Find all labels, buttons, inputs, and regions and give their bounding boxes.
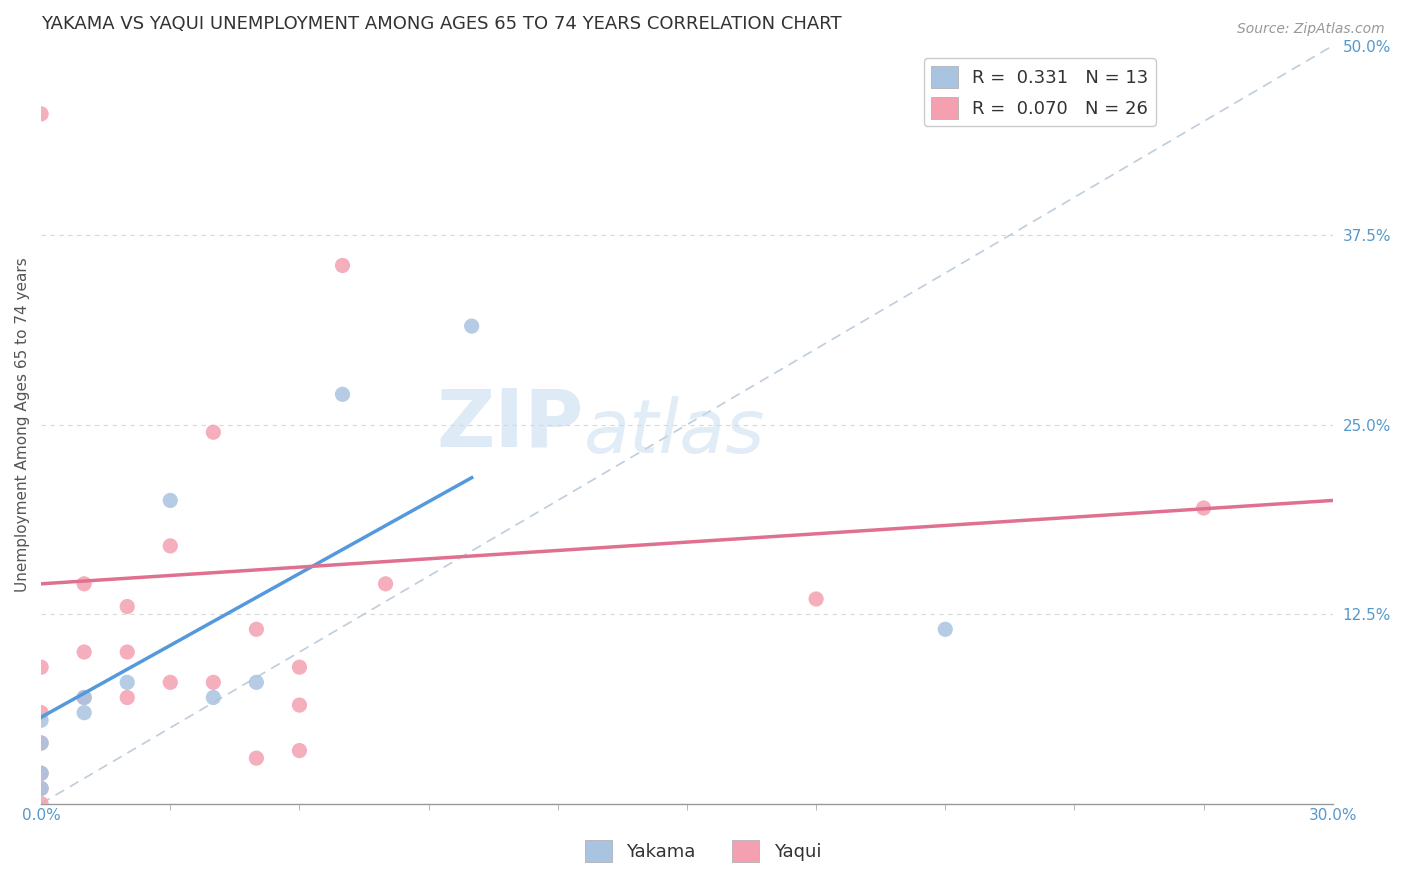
- Point: [73, 690, 96, 705]
- Point: [115, 690, 138, 705]
- Legend: R =  0.331   N = 13, R =  0.070   N = 26: R = 0.331 N = 13, R = 0.070 N = 26: [924, 59, 1156, 126]
- Point: [159, 675, 181, 690]
- Point: [288, 660, 311, 674]
- Point: [30, 781, 52, 796]
- Point: [30, 736, 52, 750]
- Point: [30, 766, 52, 780]
- Point: [288, 743, 311, 757]
- Point: [804, 591, 827, 606]
- Point: [73, 645, 96, 659]
- Point: [30, 713, 52, 727]
- Point: [288, 698, 311, 712]
- Point: [73, 706, 96, 720]
- Point: [460, 319, 482, 334]
- Point: [73, 690, 96, 705]
- Point: [30, 107, 52, 121]
- Y-axis label: Unemployment Among Ages 65 to 74 years: Unemployment Among Ages 65 to 74 years: [15, 257, 30, 592]
- Point: [245, 751, 267, 765]
- Legend: Yakama, Yaqui: Yakama, Yaqui: [578, 833, 828, 870]
- Text: ZIP: ZIP: [436, 385, 583, 464]
- Point: [332, 387, 354, 401]
- Point: [374, 576, 396, 591]
- Point: [115, 645, 138, 659]
- Text: Source: ZipAtlas.com: Source: ZipAtlas.com: [1237, 22, 1385, 37]
- Point: [30, 766, 52, 780]
- Point: [934, 622, 956, 636]
- Point: [30, 781, 52, 796]
- Text: atlas: atlas: [583, 396, 765, 468]
- Point: [159, 539, 181, 553]
- Point: [73, 576, 96, 591]
- Point: [202, 675, 225, 690]
- Point: [115, 599, 138, 614]
- Point: [159, 493, 181, 508]
- Point: [30, 797, 52, 811]
- Point: [1192, 501, 1215, 516]
- Point: [245, 622, 267, 636]
- Point: [245, 675, 267, 690]
- Point: [202, 425, 225, 440]
- Point: [115, 675, 138, 690]
- Text: YAKAMA VS YAQUI UNEMPLOYMENT AMONG AGES 65 TO 74 YEARS CORRELATION CHART: YAKAMA VS YAQUI UNEMPLOYMENT AMONG AGES …: [41, 15, 842, 33]
- Point: [30, 736, 52, 750]
- Point: [30, 706, 52, 720]
- Point: [332, 259, 354, 273]
- Point: [30, 660, 52, 674]
- Point: [202, 690, 225, 705]
